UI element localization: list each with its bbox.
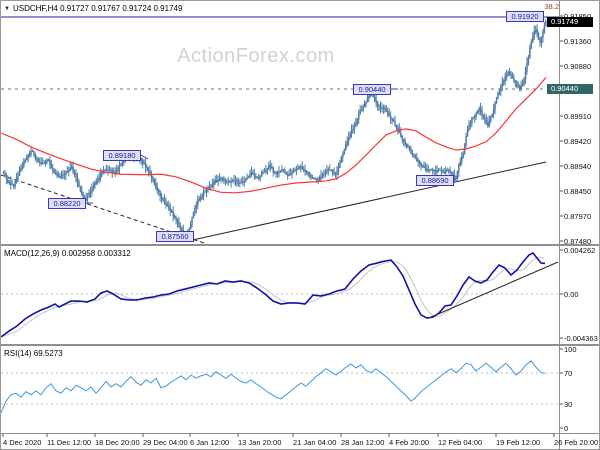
trendline[interactable] <box>187 161 547 242</box>
x-axis-tick-label: 28 Jan 12:00 <box>341 438 385 447</box>
rsi-axis-tick-label: 0 <box>564 424 569 433</box>
x-axis-tick-label: 6 Jan 12:00 <box>190 438 230 447</box>
macd-trendline <box>428 261 559 319</box>
y-axis-tick-label: 0.87480 <box>564 237 592 246</box>
x-axis-tick-label: 18 Dec 20:00 <box>95 438 140 447</box>
time-axis-border <box>1 433 599 434</box>
fib-level-label: 38.2 <box>544 2 559 11</box>
chart-title: USDCHF,H4 0.91727 0.91767 0.91724 0.9174… <box>12 4 183 13</box>
x-axis-tick-label: 19 Feb 12:00 <box>496 438 541 447</box>
price-level-callout[interactable]: 0.89180 <box>103 150 141 161</box>
macd-axis-tick-label: 0.004262 <box>564 246 596 255</box>
x-axis-tick-label: 11 Dec 12:00 <box>47 438 92 447</box>
trendline[interactable] <box>1 174 208 245</box>
x-axis-tick-label: 12 Feb 04:00 <box>438 438 483 447</box>
price-level-callout[interactable]: 0.90440 <box>353 84 391 95</box>
price-level-callout[interactable]: 0.87560 <box>156 231 194 242</box>
macd-axis-tick-label: 0.00 <box>564 290 579 299</box>
macd-line <box>1 252 546 338</box>
rsi-axis-tick-label: 30 <box>564 400 573 409</box>
macd-signal-line <box>1 256 545 338</box>
panel-separator-main-macd[interactable] <box>1 244 599 246</box>
moving-average-line <box>1 76 547 194</box>
macd-label: MACD(12,26,9) 0.002958 0.003312 <box>4 249 131 258</box>
level-price-badge: 0.90440 <box>547 84 593 94</box>
watermark: ActionForex.com <box>177 45 335 67</box>
y-axis-tick-label: 0.87970 <box>564 212 592 221</box>
x-axis-tick-label: 26 Feb 20:00 <box>554 438 599 447</box>
y-axis-tick-label: 0.90880 <box>564 62 592 71</box>
rsi-axis-tick-label: 100 <box>564 345 577 354</box>
price-level-callout[interactable]: 0.88690 <box>416 175 454 186</box>
symbol-dropdown-icon[interactable]: ▼ <box>4 6 10 12</box>
current-price-badge: 0.91749 <box>547 17 593 27</box>
price-level-callout[interactable]: 0.91920 <box>506 11 544 22</box>
rsi-label: RSI(14) 69.5273 <box>4 349 63 358</box>
rsi-line <box>1 360 546 414</box>
y-axis-tick-label: 0.88450 <box>564 187 592 196</box>
x-axis-tick-label: 13 Jan 20:00 <box>238 438 282 447</box>
y-axis-tick-label: 0.88940 <box>564 162 592 171</box>
x-axis-tick-label: 4 Dec 2020 <box>3 438 42 447</box>
y-axis-tick-label: 0.89910 <box>564 112 592 121</box>
x-axis-tick-label: 4 Feb 20:00 <box>389 438 430 447</box>
rsi-axis-tick-label: 70 <box>564 369 573 378</box>
panel-separator-macd-rsi[interactable] <box>1 344 599 346</box>
y-axis-tick-label: 0.91360 <box>564 37 592 46</box>
y-axis-tick-label: 0.89420 <box>564 137 592 146</box>
price-level-callout[interactable]: 0.88220 <box>48 198 86 209</box>
x-axis-tick-label: 29 Dec 04:00 <box>143 438 188 447</box>
x-axis-tick-label: 21 Jan 04:00 <box>293 438 337 447</box>
y-axis-tick-label: 0.91850 <box>564 12 591 21</box>
macd-axis-tick-label: -0.004363 <box>564 334 598 343</box>
chart-title-row: ▼ USDCHF,H4 0.91727 0.91767 0.91724 0.917… <box>4 4 182 14</box>
price-axis-border <box>559 1 560 449</box>
